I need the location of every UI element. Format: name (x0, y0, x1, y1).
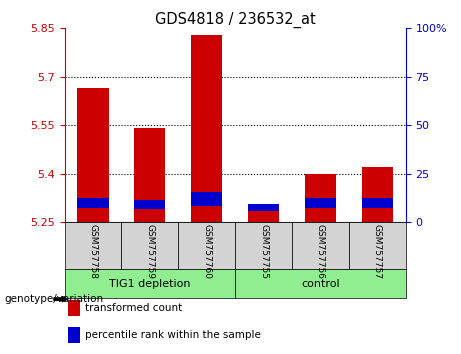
Text: GSM757758: GSM757758 (89, 224, 97, 280)
Text: control: control (301, 279, 340, 289)
Bar (349, 222, 406, 269)
Bar (77, 88, 109, 222)
Bar (191, 192, 222, 206)
Text: GSM757757: GSM757757 (373, 224, 382, 280)
Bar (178, 222, 235, 269)
Bar (305, 198, 336, 208)
Text: TIG1 depletion: TIG1 depletion (109, 279, 190, 289)
Bar (77, 198, 109, 208)
Bar (235, 269, 406, 298)
Text: transformed count: transformed count (85, 303, 182, 313)
Bar (248, 204, 279, 211)
Bar (121, 222, 178, 269)
Bar (305, 174, 336, 222)
Bar (65, 269, 235, 298)
Bar (68, 327, 80, 343)
Text: GSM757755: GSM757755 (259, 224, 268, 280)
Text: GSM757760: GSM757760 (202, 224, 211, 280)
Title: GDS4818 / 236532_at: GDS4818 / 236532_at (155, 12, 315, 28)
Bar (235, 222, 292, 269)
Bar (134, 200, 165, 209)
Bar (292, 222, 349, 269)
Bar (361, 198, 393, 208)
Text: genotype/variation: genotype/variation (5, 294, 104, 304)
Bar (361, 167, 393, 222)
Bar (248, 204, 279, 222)
Text: GSM757756: GSM757756 (316, 224, 325, 280)
Bar (191, 35, 222, 222)
Text: percentile rank within the sample: percentile rank within the sample (85, 330, 261, 340)
Text: GSM757759: GSM757759 (145, 224, 154, 280)
Bar (68, 300, 80, 316)
Bar (134, 129, 165, 222)
Bar (65, 222, 121, 269)
